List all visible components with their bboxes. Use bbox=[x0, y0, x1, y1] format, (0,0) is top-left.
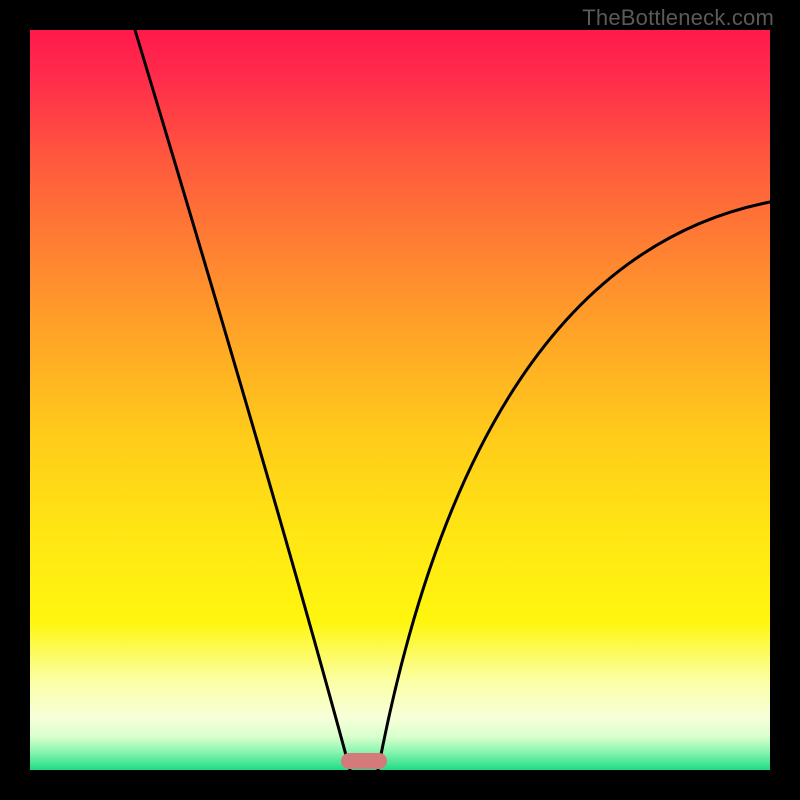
watermark-text: TheBottleneck.com bbox=[582, 5, 774, 31]
left-curve bbox=[135, 30, 350, 770]
minimum-marker bbox=[341, 753, 387, 769]
right-curve bbox=[378, 202, 770, 770]
curve-overlay bbox=[0, 0, 800, 800]
chart-container: TheBottleneck.com bbox=[0, 0, 800, 800]
